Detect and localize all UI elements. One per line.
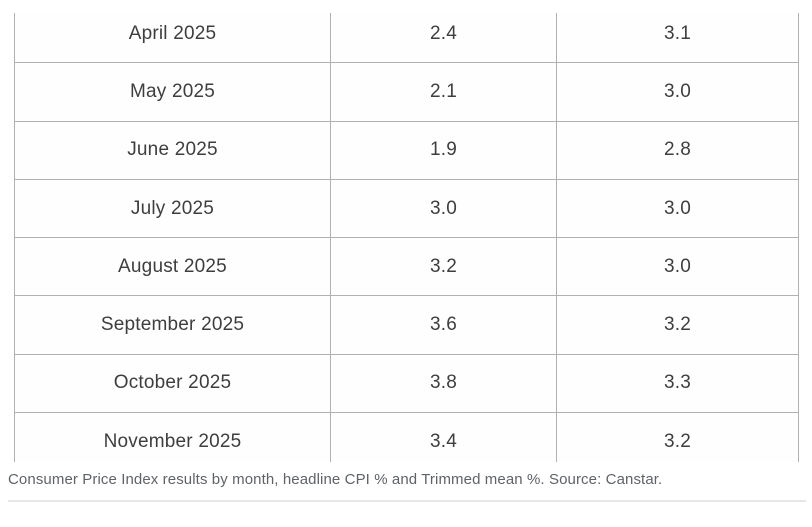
trimmed-mean-cell: 3.0 [556,237,799,297]
trimmed-mean-cell: 3.2 [556,295,799,355]
table-row: September 2025 3.6 3.2 [14,295,799,355]
headline-cpi-cell: 1.9 [330,120,557,180]
month-cell: July 2025 [14,178,331,239]
trimmed-mean-cell: 2.8 [556,120,799,180]
month-cell: June 2025 [14,120,331,180]
month-cell: August 2025 [14,237,331,297]
headline-cpi-cell: 3.2 [330,237,557,297]
headline-cpi-cell: 2.1 [330,62,557,122]
trimmed-mean-cell: 3.1 [556,13,799,64]
month-cell: September 2025 [14,295,331,355]
trimmed-mean-cell: 3.0 [556,178,799,239]
trimmed-mean-cell: 3.2 [556,412,799,462]
table-row: April 2025 2.4 3.1 [14,13,799,64]
trimmed-mean-cell: 3.3 [556,353,799,414]
cpi-table: April 2025 2.4 3.1 May 2025 2.1 3.0 June 2025 1… [14,13,799,462]
month-cell: October 2025 [14,353,331,414]
cpi-table-container: April 2025 2.4 3.1 May 2025 2.1 3.0 June 2025 1… [14,13,799,462]
table-row: July 2025 3.0 3.0 [14,178,799,239]
table-row: August 2025 3.2 3.0 [14,237,799,297]
trimmed-mean-cell: 3.0 [556,62,799,122]
month-cell: November 2025 [14,412,331,462]
table-row: November 2025 3.4 3.2 [14,412,799,462]
table-row: May 2025 2.1 3.0 [14,62,799,122]
table-row: June 2025 1.9 2.8 [14,120,799,180]
headline-cpi-cell: 3.0 [330,178,557,239]
headline-cpi-cell: 3.4 [330,412,557,462]
table-caption: Consumer Price Index results by month, h… [8,471,663,488]
month-cell: April 2025 [14,13,331,64]
bottom-divider [8,500,806,502]
headline-cpi-cell: 3.8 [330,353,557,414]
cpi-table-body: April 2025 2.4 3.1 May 2025 2.1 3.0 June 2025 1… [14,13,799,462]
month-cell: May 2025 [14,62,331,122]
table-row: October 2025 3.8 3.3 [14,353,799,414]
headline-cpi-cell: 2.4 [330,13,557,64]
headline-cpi-cell: 3.6 [330,295,557,355]
